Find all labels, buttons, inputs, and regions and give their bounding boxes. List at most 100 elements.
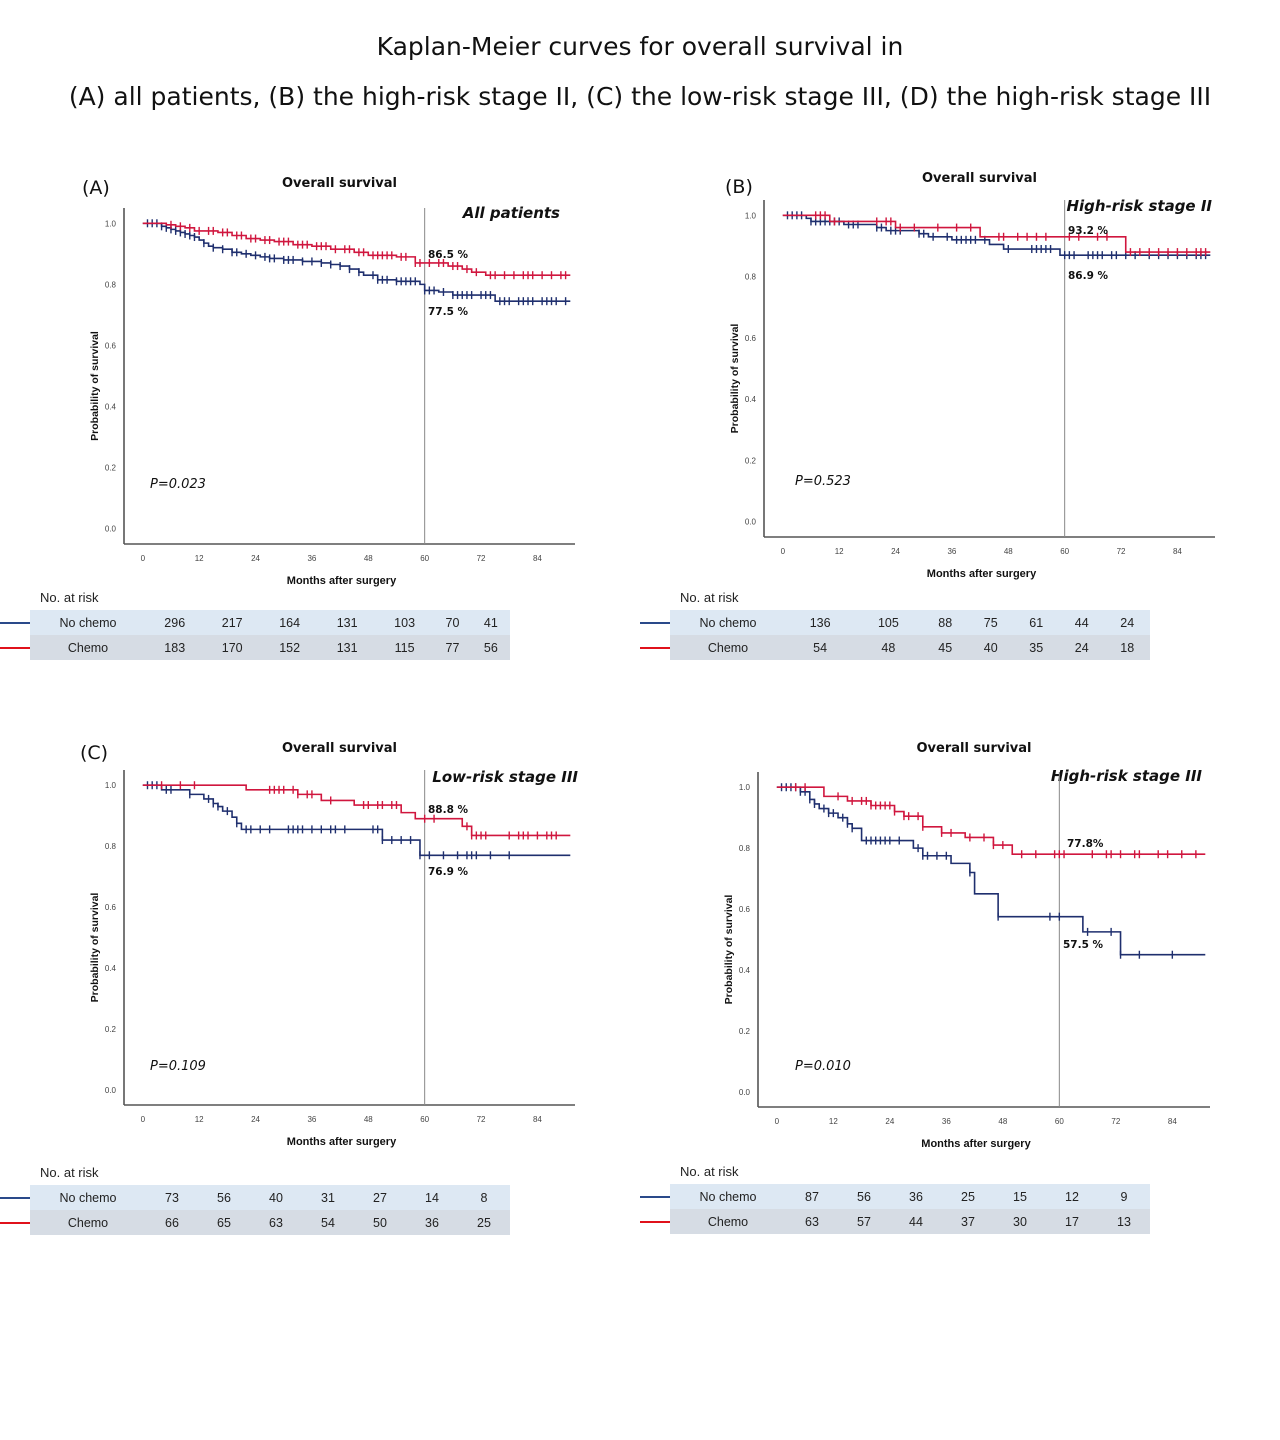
km-panel-a: (A) Overall survival All patients 0.0 0.2 0.4… <box>60 170 660 590</box>
risk-cell: 56 <box>857 1189 871 1204</box>
y-tick-label: 0.8 <box>745 273 757 282</box>
x-tick-label: 60 <box>420 1115 429 1124</box>
y-tick-label: 0.8 <box>105 280 117 289</box>
y-tick-label: 0.0 <box>745 518 757 527</box>
km-panel-c: (C) Overall survival Low-risk stage III 0.0… <box>60 735 660 1155</box>
y-tick-label: 0.0 <box>105 525 117 534</box>
survival-curve-chemo <box>782 214 1211 253</box>
risk-row-chemo: Chemo 183 170 152 131 115 77 56 <box>30 635 510 660</box>
x-tick-label: 0 <box>141 554 146 563</box>
y-tick-label: 0.2 <box>105 1025 117 1034</box>
risk-cell: 12 <box>1065 1189 1079 1204</box>
x-tick-label: 12 <box>835 547 844 556</box>
y-tick-label: 1.0 <box>745 211 757 220</box>
panel-label: (C) <box>80 742 108 764</box>
p-value: P=0.023 <box>150 477 206 492</box>
risk-cell: 63 <box>805 1214 819 1229</box>
x-tick-label: 72 <box>477 1115 486 1124</box>
panel-label: (B) <box>725 176 753 198</box>
x-tick-label: 84 <box>1168 1117 1177 1126</box>
x-axis-label: Months after surgery <box>287 575 397 587</box>
y-tick-label: 1.0 <box>739 783 751 792</box>
risk-cell: 50 <box>373 1215 387 1230</box>
chart-title: Overall survival <box>282 176 397 191</box>
risk-cell: 45 <box>938 640 953 655</box>
risk-cell: 131 <box>336 615 358 630</box>
chart-subtitle: Low-risk stage III <box>432 768 578 786</box>
km-chart-svg: (B) Overall survival High-risk stage II 0.0… <box>725 171 1215 580</box>
y-tick-label: 1.0 <box>105 219 117 228</box>
legend-line-chemo <box>0 1222 30 1224</box>
risk-row-label: Chemo <box>67 1215 109 1230</box>
risk-row-no-chemo: No chemo 136 105 88 75 61 44 24 <box>670 610 1150 635</box>
risk-row-chemo: Chemo 66 65 63 54 50 36 25 <box>30 1210 510 1235</box>
x-tick-label: 60 <box>1055 1117 1064 1126</box>
km-panel-b: (B) Overall survival High-risk stage II 0.0… <box>700 165 1280 585</box>
y-tick-label: 0.6 <box>739 905 751 914</box>
risk-cell: 30 <box>1013 1214 1027 1229</box>
chart-title: Overall survival <box>916 741 1031 756</box>
risk-row-label: No chemo <box>699 615 757 630</box>
y-tick-label: 0.6 <box>745 334 757 343</box>
risk-row-label: No chemo <box>59 1190 117 1205</box>
x-tick-label: 72 <box>1111 1117 1120 1126</box>
risk-cell: 217 <box>221 615 243 630</box>
risk-cell: 73 <box>165 1190 179 1205</box>
risk-cell: 31 <box>321 1190 335 1205</box>
risk-cell: 105 <box>877 615 899 630</box>
risk-cell: 77 <box>445 640 460 655</box>
legend-line-chemo <box>0 647 30 649</box>
figure-title-line-2: (A) all patients, (B) the high-risk stag… <box>68 82 1212 111</box>
risk-cell: 17 <box>1065 1214 1079 1229</box>
risk-row-label: Chemo <box>707 1214 749 1229</box>
x-tick-label: 36 <box>947 547 956 556</box>
risk-cell: 15 <box>1013 1189 1027 1204</box>
annotation-no-chemo-5yr: 77.5 % <box>428 306 469 318</box>
risk-cell: 48 <box>881 640 896 655</box>
risk-cell: 25 <box>961 1189 975 1204</box>
chart-title: Overall survival <box>282 741 397 756</box>
survival-curve-chemo <box>142 784 571 837</box>
x-tick-label: 72 <box>477 554 486 563</box>
risk-cell: 170 <box>221 640 243 655</box>
x-tick-label: 84 <box>533 1115 542 1124</box>
risk-cell: 70 <box>445 615 460 630</box>
x-tick-label: 60 <box>420 554 429 563</box>
x-tick-label: 24 <box>885 1117 894 1126</box>
survival-curve-no-chemo <box>142 784 571 857</box>
risk-row-no-chemo: No chemo 87 56 36 25 15 12 9 <box>670 1184 1150 1209</box>
annotation-no-chemo-5yr: 76.9 % <box>428 866 469 878</box>
risk-cell: 61 <box>1029 615 1044 630</box>
risk-row-label: Chemo <box>67 640 109 655</box>
chart-subtitle: High-risk stage III <box>1051 767 1203 785</box>
annotation-chemo-5yr: 88.8 % <box>428 804 469 816</box>
risk-cell: 13 <box>1117 1214 1131 1229</box>
y-tick-label: 1.0 <box>105 781 117 790</box>
y-tick-label: 0.2 <box>739 1027 751 1036</box>
risk-cell: 164 <box>279 615 301 630</box>
y-tick-label: 0.8 <box>739 844 751 853</box>
p-value: P=0.523 <box>795 474 851 489</box>
y-tick-label: 0.6 <box>105 341 117 350</box>
x-tick-label: 0 <box>141 1115 146 1124</box>
risk-cell: 27 <box>373 1190 387 1205</box>
y-tick-label: 0.4 <box>745 395 757 404</box>
chart-title: Overall survival <box>922 171 1037 186</box>
x-tick-label: 60 <box>1060 547 1069 556</box>
p-value: P=0.010 <box>795 1059 851 1074</box>
x-axis-label: Months after surgery <box>287 1136 397 1148</box>
x-tick-label: 0 <box>781 547 786 556</box>
legend-line-no-chemo <box>640 1196 670 1198</box>
number-at-risk-table: No chemo 136 105 88 75 61 44 24 Chemo 54 48 45 40 35 2… <box>670 610 1150 660</box>
risk-cell: 36 <box>909 1189 923 1204</box>
x-tick-label: 36 <box>307 554 316 563</box>
risk-cell: 65 <box>217 1215 231 1230</box>
y-tick-label: 0.4 <box>105 964 117 973</box>
y-tick-label: 0.2 <box>745 456 757 465</box>
risk-cell: 115 <box>394 640 415 655</box>
survival-curve-no-chemo <box>776 786 1206 956</box>
chart-subtitle: High-risk stage II <box>1066 197 1212 215</box>
risk-cell: 35 <box>1029 640 1044 655</box>
risk-cell: 152 <box>279 640 301 655</box>
risk-cell: 24 <box>1120 615 1135 630</box>
